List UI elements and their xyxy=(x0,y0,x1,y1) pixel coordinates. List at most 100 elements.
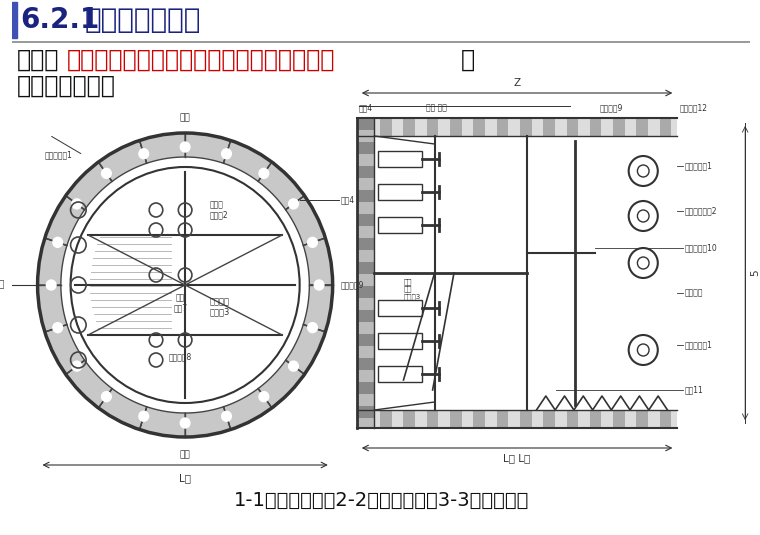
Text: 工作平台
千斤顶3: 工作平台 千斤顶3 xyxy=(210,297,230,316)
Text: 设置安度12: 设置安度12 xyxy=(679,103,707,112)
Polygon shape xyxy=(613,118,625,136)
Polygon shape xyxy=(37,238,67,285)
Circle shape xyxy=(53,323,62,333)
Polygon shape xyxy=(357,262,375,274)
Polygon shape xyxy=(286,196,325,246)
Polygon shape xyxy=(590,410,601,428)
Bar xyxy=(378,366,422,382)
Circle shape xyxy=(180,418,190,428)
Circle shape xyxy=(289,199,299,209)
Polygon shape xyxy=(380,118,392,136)
Polygon shape xyxy=(369,118,380,136)
Text: 盾构千斤顶1: 盾构千斤顶1 xyxy=(44,150,72,159)
Text: 6.2.1: 6.2.1 xyxy=(20,6,100,34)
Text: 一丙: 一丙 xyxy=(180,113,191,122)
Text: Z: Z xyxy=(514,78,521,88)
Polygon shape xyxy=(98,388,147,430)
Circle shape xyxy=(72,199,81,209)
Text: 盾构的基本构造: 盾构的基本构造 xyxy=(84,6,201,34)
Circle shape xyxy=(308,323,318,333)
Polygon shape xyxy=(223,141,272,181)
Polygon shape xyxy=(357,118,375,130)
Text: 等: 等 xyxy=(461,48,475,72)
Polygon shape xyxy=(636,118,648,136)
Polygon shape xyxy=(613,410,625,428)
Polygon shape xyxy=(303,285,333,332)
Polygon shape xyxy=(357,418,375,428)
Polygon shape xyxy=(357,310,375,322)
Text: 开挖面（千斤2: 开挖面（千斤2 xyxy=(685,207,717,216)
Text: 四大部分组成。: 四大部分组成。 xyxy=(17,74,116,98)
Polygon shape xyxy=(578,118,590,136)
Polygon shape xyxy=(303,238,333,285)
Bar xyxy=(378,300,422,316)
Polygon shape xyxy=(601,118,613,136)
Polygon shape xyxy=(357,370,375,382)
Polygon shape xyxy=(415,118,427,136)
Circle shape xyxy=(72,361,81,371)
Polygon shape xyxy=(508,410,520,428)
Polygon shape xyxy=(660,410,671,428)
Text: 推控温控9: 推控温控9 xyxy=(600,103,623,112)
Polygon shape xyxy=(66,162,112,210)
Polygon shape xyxy=(671,410,677,428)
Polygon shape xyxy=(45,196,84,246)
Polygon shape xyxy=(357,142,375,154)
Polygon shape xyxy=(357,202,375,214)
Polygon shape xyxy=(439,118,450,136)
Polygon shape xyxy=(625,410,636,428)
Polygon shape xyxy=(98,141,147,181)
Polygon shape xyxy=(439,410,450,428)
Polygon shape xyxy=(357,358,375,370)
Polygon shape xyxy=(601,410,613,428)
Polygon shape xyxy=(625,118,636,136)
Text: 凸起4: 凸起4 xyxy=(359,103,373,112)
Text: 工作
平台
千斤顶3: 工作 平台 千斤顶3 xyxy=(404,278,421,300)
Text: 一甲 厂乙: 一甲 厂乙 xyxy=(426,103,447,112)
Text: L内: L内 xyxy=(179,473,191,483)
Circle shape xyxy=(139,149,148,159)
Polygon shape xyxy=(648,118,660,136)
Polygon shape xyxy=(578,410,590,428)
Text: 5: 5 xyxy=(750,270,760,276)
Polygon shape xyxy=(357,406,375,418)
Text: 盾构千斤顶1: 盾构千斤顶1 xyxy=(685,340,713,349)
Polygon shape xyxy=(357,118,369,136)
Polygon shape xyxy=(357,250,375,262)
Text: 盾构千斤顶1: 盾构千斤顶1 xyxy=(685,162,713,171)
Polygon shape xyxy=(380,410,392,428)
Polygon shape xyxy=(140,133,185,163)
Polygon shape xyxy=(258,162,305,210)
Polygon shape xyxy=(427,118,439,136)
Polygon shape xyxy=(37,285,67,332)
Polygon shape xyxy=(543,410,555,428)
Polygon shape xyxy=(66,360,112,408)
Text: 工作平台9: 工作平台9 xyxy=(340,280,364,289)
Polygon shape xyxy=(543,118,555,136)
Circle shape xyxy=(222,411,231,421)
Polygon shape xyxy=(357,226,375,238)
Polygon shape xyxy=(404,118,415,136)
Polygon shape xyxy=(508,118,520,136)
Polygon shape xyxy=(427,410,439,428)
Circle shape xyxy=(102,169,111,178)
Polygon shape xyxy=(392,118,404,136)
Bar xyxy=(378,217,422,233)
Polygon shape xyxy=(357,238,375,250)
Polygon shape xyxy=(357,394,375,406)
Polygon shape xyxy=(485,410,497,428)
Polygon shape xyxy=(185,133,231,163)
Polygon shape xyxy=(520,118,531,136)
Polygon shape xyxy=(636,410,648,428)
Text: 管片拼装器10: 管片拼装器10 xyxy=(685,243,717,253)
Text: 管直隔板8: 管直隔板8 xyxy=(169,353,192,362)
Polygon shape xyxy=(357,286,375,298)
Polygon shape xyxy=(462,410,473,428)
Polygon shape xyxy=(450,118,462,136)
Bar xyxy=(378,184,422,200)
Polygon shape xyxy=(450,410,462,428)
Polygon shape xyxy=(590,118,601,136)
Polygon shape xyxy=(473,118,485,136)
Polygon shape xyxy=(462,118,473,136)
Polygon shape xyxy=(660,118,671,136)
